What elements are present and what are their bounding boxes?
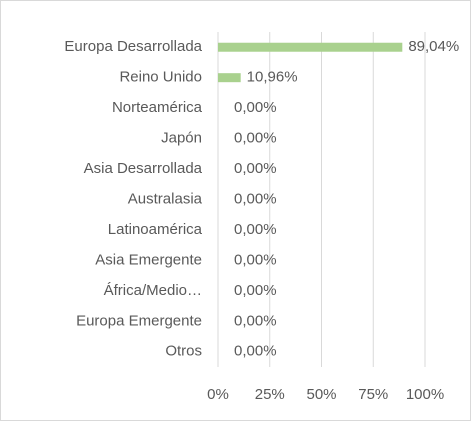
value-label: 0,00% bbox=[234, 282, 277, 299]
y-tick-label: Asia Desarrollada bbox=[84, 160, 203, 177]
bar bbox=[218, 42, 403, 52]
value-label: 0,00% bbox=[234, 99, 277, 116]
y-tick-label: Japón bbox=[161, 130, 202, 147]
x-tick-label: 25% bbox=[255, 386, 285, 403]
x-tick-label: 100% bbox=[406, 386, 444, 403]
y-tick-label: Europa Emergente bbox=[76, 312, 202, 329]
value-label: 0,00% bbox=[234, 160, 277, 177]
value-label: 10,96% bbox=[247, 69, 298, 86]
value-label: 0,00% bbox=[234, 251, 277, 268]
y-tick-label: Reino Unido bbox=[119, 69, 202, 86]
value-label: 0,00% bbox=[234, 312, 277, 329]
x-tick-label: 0% bbox=[207, 386, 229, 403]
y-tick-label: Norteamérica bbox=[112, 99, 203, 116]
bar bbox=[218, 73, 241, 83]
value-label: 89,04% bbox=[408, 38, 459, 55]
value-label: 0,00% bbox=[234, 343, 277, 360]
value-label: 0,00% bbox=[234, 221, 277, 238]
value-label: 0,00% bbox=[234, 190, 277, 207]
x-tick-label: 75% bbox=[358, 386, 388, 403]
value-label: 0,00% bbox=[234, 130, 277, 147]
y-tick-label: África/Medio… bbox=[104, 282, 202, 299]
x-tick-label: 50% bbox=[306, 386, 336, 403]
y-tick-label: Europa Desarrollada bbox=[64, 38, 202, 55]
y-tick-label: Australasia bbox=[128, 190, 203, 207]
y-tick-label: Asia Emergente bbox=[95, 251, 202, 268]
y-tick-label: Latinoamérica bbox=[108, 221, 203, 238]
y-tick-label: Otros bbox=[165, 343, 202, 360]
